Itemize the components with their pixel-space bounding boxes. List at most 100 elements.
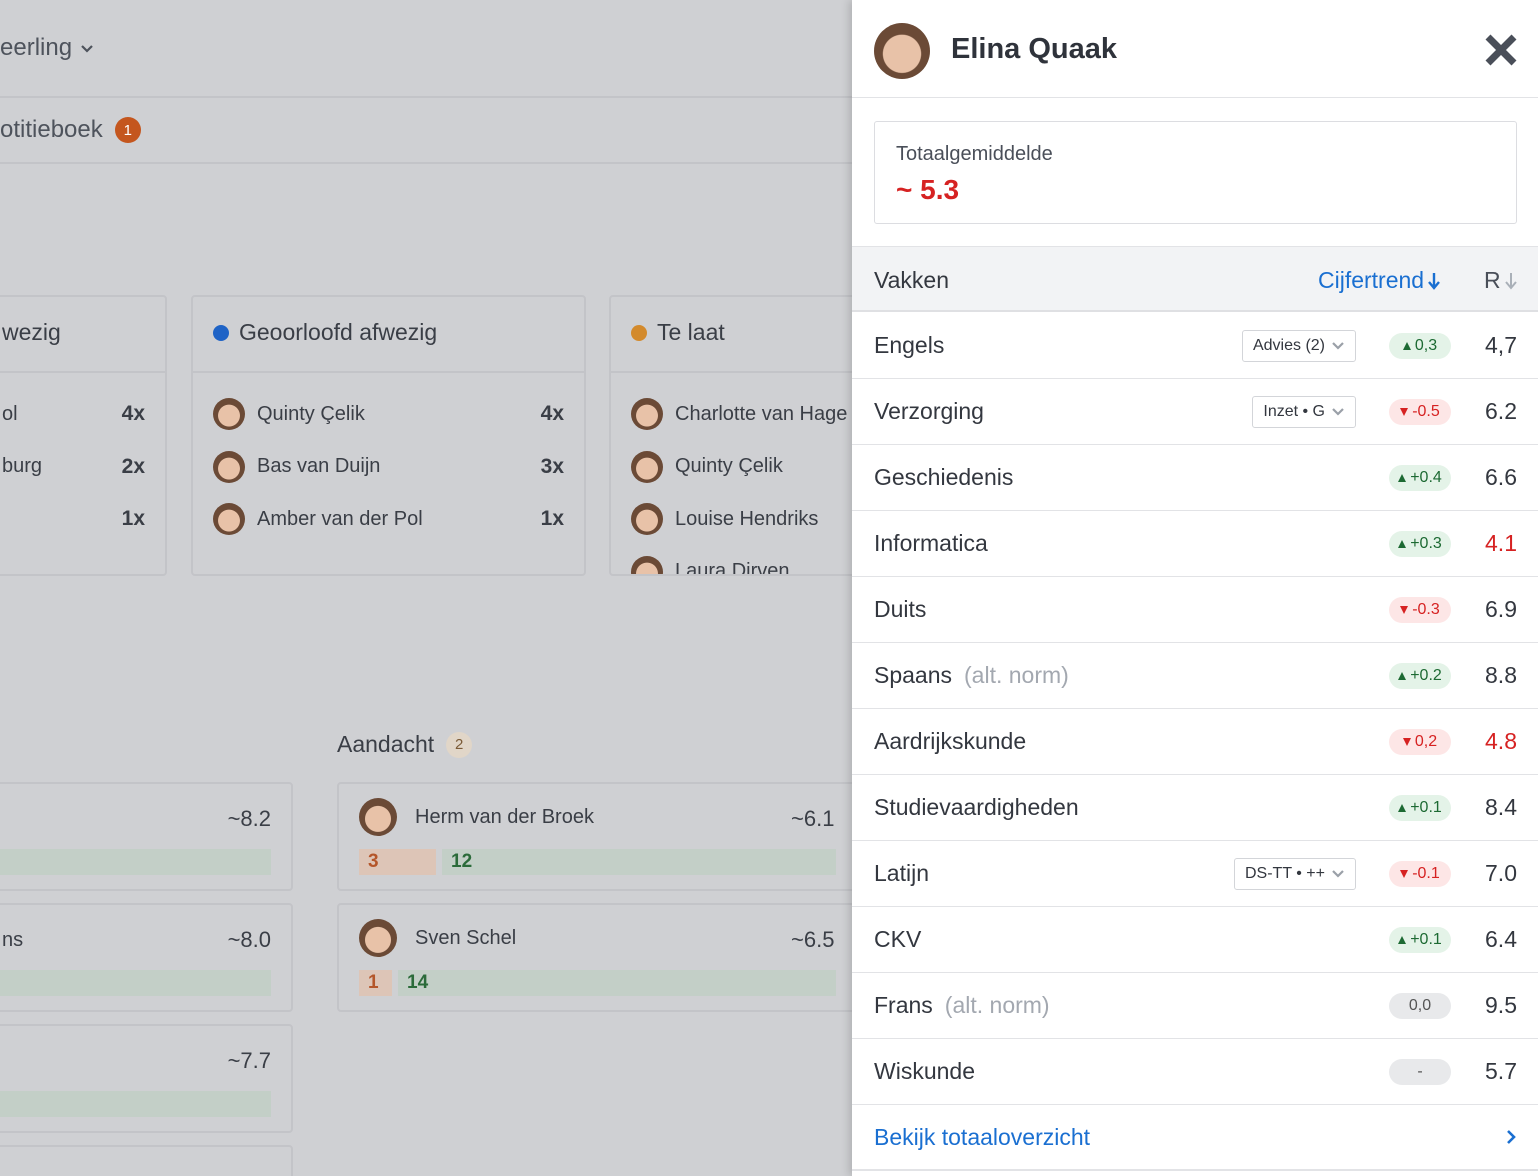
- avatar: [213, 503, 245, 535]
- card-divider: [611, 371, 852, 373]
- subject-row[interactable]: Informatica +0.3 4.1: [852, 511, 1538, 577]
- trend-pill: 0,0: [1389, 992, 1451, 1019]
- student-name: Amber van der Pol: [257, 507, 423, 530]
- grade: 4,7: [1485, 332, 1517, 358]
- subject-note: (alt. norm): [944, 992, 1050, 1018]
- green-bar: [0, 1091, 271, 1117]
- subject-row[interactable]: Engels Advies (2) 0,3 4,7: [852, 313, 1538, 379]
- student-name: Elina Quaak: [951, 33, 1118, 65]
- subject-row[interactable]: Wiskunde - 5.7: [852, 1039, 1538, 1105]
- trend-pill: 0,3: [1389, 332, 1451, 359]
- tag-label: Inzet • G: [1263, 402, 1325, 420]
- average: ~6.1: [791, 806, 835, 831]
- close-button[interactable]: [1484, 33, 1518, 67]
- tab-badge: 1: [114, 117, 141, 143]
- grade: 4.8: [1485, 728, 1517, 754]
- trend-arrow: [1400, 605, 1409, 614]
- subject-name: Frans: [874, 992, 933, 1018]
- student-name: ol: [2, 402, 18, 425]
- trend-pill: +0.2: [1389, 662, 1451, 689]
- average: ~7.7: [227, 1048, 271, 1073]
- subject-row[interactable]: Aardrijkskunde 0,2 4.8: [852, 709, 1538, 775]
- subject-row[interactable]: Geschiedenis +0.4 6.6: [852, 445, 1538, 511]
- student-name: Quinty Çelik: [675, 455, 783, 477]
- subject-row[interactable]: Spaans (alt. norm) +0.2 8.8: [852, 643, 1538, 709]
- green-bar: [0, 970, 271, 996]
- subject-row[interactable]: Duits -0.3 6.9: [852, 577, 1538, 643]
- chevron: [1331, 868, 1345, 879]
- advice-tag[interactable]: DS-TT • ++: [1234, 857, 1356, 890]
- student-card: ~7.7: [0, 1024, 293, 1133]
- summary-box: Totaalgemiddelde ~ 5.3: [874, 121, 1517, 224]
- subject-name: Spaans: [874, 662, 953, 688]
- trend-arrow: [1402, 341, 1411, 350]
- footer-link[interactable]: Bekijk totaaloverzicht: [852, 1105, 1538, 1171]
- subject-note: (alt. norm): [964, 662, 1069, 688]
- subject-row[interactable]: Frans (alt. norm) 0,0 9.5: [852, 973, 1538, 1039]
- card-title: Te laat: [631, 319, 725, 346]
- subject-row[interactable]: Studievaardigheden +0.1 8.4: [852, 775, 1538, 841]
- status-dot: [631, 324, 647, 341]
- subject-row[interactable]: Latijn DS-TT • ++ -0.1 7.0: [852, 841, 1538, 907]
- subject-name: CKV: [874, 926, 922, 952]
- avatar: [874, 23, 930, 79]
- tag-label: Advies (2): [1252, 336, 1325, 354]
- attendance-card: wezig ol 4x burg 2x 1x: [0, 295, 167, 576]
- trend-pill: +0.1: [1389, 926, 1451, 953]
- trend-pill: +0.4: [1389, 464, 1451, 491]
- trend-pill: -: [1389, 1058, 1451, 1085]
- grade: 8.4: [1485, 794, 1517, 820]
- trend-arrow: [1398, 803, 1407, 812]
- subject-row[interactable]: CKV +0.1 6.4: [852, 907, 1538, 973]
- subject-name: Informatica: [874, 530, 988, 556]
- trend-pill: -0.1: [1389, 860, 1451, 887]
- subject-row[interactable]: Verzorging Inzet • G -0.5 6.2: [852, 379, 1538, 445]
- student-card: [0, 1145, 293, 1176]
- tab[interactable]: otitieboek 1: [0, 116, 141, 144]
- trend-arrow: [1398, 935, 1407, 944]
- average: ~8.0: [227, 927, 271, 952]
- trend-value: -: [1417, 1062, 1423, 1080]
- count: 3x: [540, 454, 564, 478]
- advice-tag[interactable]: Inzet • G: [1252, 395, 1356, 428]
- link-text: Bekijk totaaloverzicht: [874, 1123, 1091, 1150]
- subject-name: Verzorging: [874, 398, 984, 424]
- sort-header[interactable]: R: [1484, 267, 1517, 294]
- subject-name: Aardrijkskunde: [874, 728, 1027, 754]
- insufficient-bar: 1: [359, 970, 392, 996]
- trend-pill: -0.3: [1389, 596, 1451, 623]
- card-divider: [0, 371, 165, 373]
- attendance-row: 1x: [2, 502, 145, 536]
- trend-value: 0,0: [1408, 996, 1432, 1014]
- advice-tag[interactable]: Advies (2): [1241, 329, 1356, 362]
- subject-name: Geschiedenis: [874, 464, 1014, 490]
- trend-value: +0.1: [1410, 798, 1442, 816]
- sort-header[interactable]: Cijfertrend: [1318, 267, 1441, 294]
- section-badge: 2: [446, 731, 473, 758]
- average: ~6.5: [791, 927, 835, 952]
- attendance-row: Charlotte van Hage: [631, 397, 852, 431]
- chevron: [80, 43, 94, 54]
- student-card: Herm van der Broek ~6.1 3 12: [337, 782, 852, 891]
- insufficient-bar: 3: [359, 849, 436, 875]
- student-name: burg: [2, 455, 43, 477]
- count: 1x: [540, 507, 564, 530]
- attendance-row: Laura Dirven: [631, 555, 852, 574]
- grade: 6.6: [1485, 464, 1517, 490]
- student-card: ns ~8.0: [0, 903, 293, 1012]
- sort-arrow: [1428, 272, 1441, 290]
- student-name: Sven Schel: [415, 926, 517, 949]
- card-divider: [193, 371, 584, 373]
- student-card: ~8.2: [0, 782, 293, 891]
- nav-dropdown[interactable]: eerling: [0, 34, 94, 62]
- subject-name: Engels: [874, 332, 945, 358]
- trend-arrow: [1398, 539, 1407, 548]
- column-header: Cijfertrend: [1318, 267, 1425, 293]
- trend-value: 0,3: [1414, 336, 1438, 354]
- count: 2x: [121, 454, 145, 478]
- attendance-card: Geoorloofd afwezig Quinty Çelik 4x Bas van …: [191, 295, 586, 576]
- column-header: R: [1484, 267, 1501, 293]
- attendance-row: Louise Hendriks: [631, 502, 852, 536]
- grade: 6.9: [1485, 596, 1517, 622]
